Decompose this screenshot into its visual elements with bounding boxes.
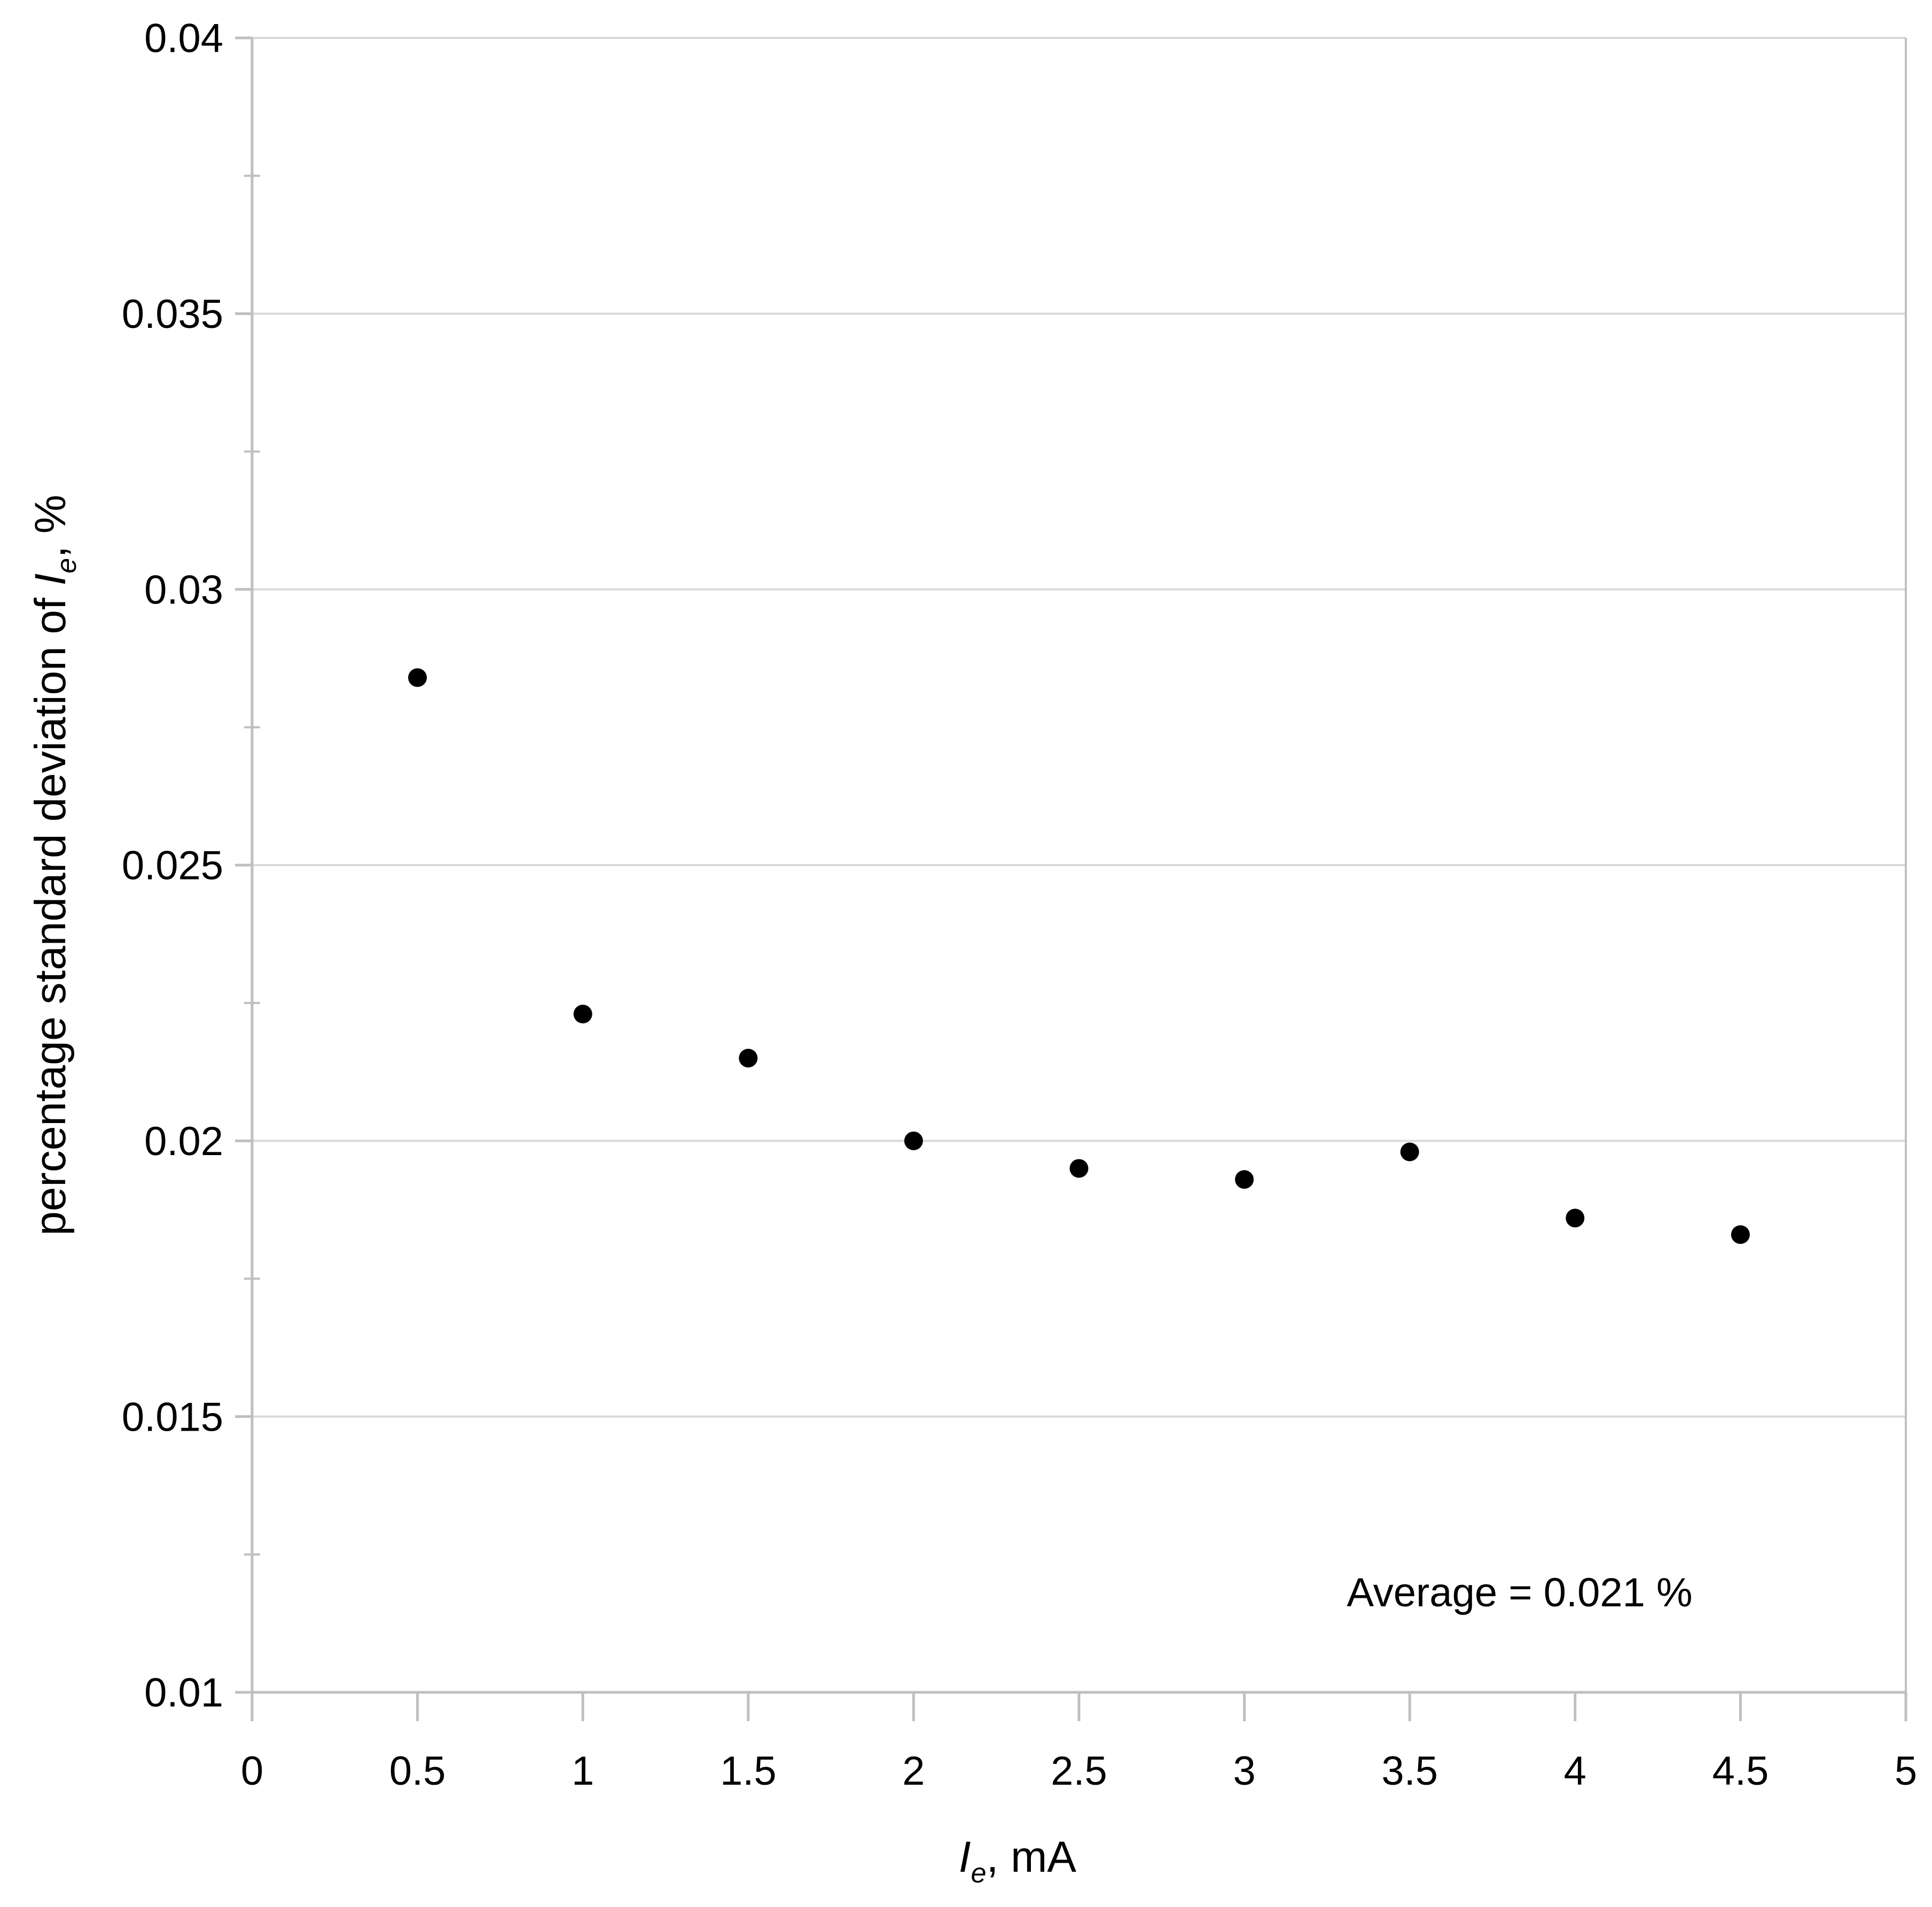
- average-annotation: Average = 0.021 %: [1347, 1570, 1692, 1615]
- data-point: [1400, 1142, 1419, 1162]
- y-tick-label: 0.025: [122, 843, 223, 889]
- x-tick-label: 3: [1233, 1748, 1255, 1794]
- x-tick-label: 0: [241, 1748, 263, 1794]
- tick-label-layer: 0 0.5 1 1.5 2 2.5 3 3.5 4 4.5 5 0.04 0.035 0.03 0.025 0…: [122, 16, 1917, 1794]
- y-tick-label: 0.035: [122, 292, 223, 337]
- x-tick-label: 1: [572, 1748, 594, 1794]
- tick-layer: [235, 36, 1907, 1721]
- y-tick-label: 0.03: [144, 567, 223, 613]
- x-tick-label: 2.5: [1051, 1748, 1107, 1794]
- y-tick-label: 0.01: [144, 1670, 223, 1716]
- y-tick-label: 0.015: [122, 1394, 223, 1440]
- data-point: [1566, 1208, 1585, 1228]
- data-point: [1069, 1159, 1089, 1178]
- data-point: [739, 1048, 758, 1068]
- y-tick-label: 0.04: [144, 16, 223, 61]
- x-axis-title: Ie, mA: [959, 1833, 1077, 1889]
- data-point: [408, 668, 427, 687]
- x-tick-label: 4: [1564, 1748, 1586, 1794]
- gridline-layer: [252, 37, 1906, 1418]
- x-tick-label: 4.5: [1712, 1748, 1769, 1794]
- x-tick-label: 1.5: [720, 1748, 777, 1794]
- y-axis-title: percentage standard deviation of Ie, %: [26, 495, 82, 1235]
- data-point: [1731, 1225, 1750, 1244]
- data-point: [904, 1131, 923, 1150]
- x-tick-label: 0.5: [389, 1748, 446, 1794]
- data-point: [573, 1004, 592, 1024]
- y-tick-label: 0.02: [144, 1119, 223, 1164]
- x-tick-label: 2: [902, 1748, 925, 1794]
- data-point: [1235, 1170, 1254, 1189]
- data-point-layer: [408, 668, 1750, 1244]
- x-tick-label: 3.5: [1381, 1748, 1438, 1794]
- x-tick-label: 5: [1895, 1748, 1917, 1794]
